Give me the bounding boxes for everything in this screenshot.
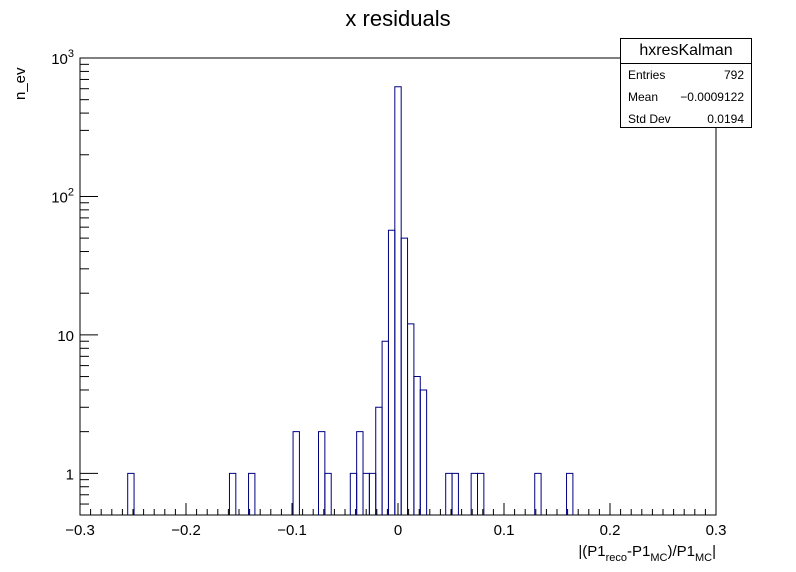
histogram-bin [534, 472, 542, 515]
histogram-bin [407, 323, 415, 515]
histogram-bin [324, 472, 332, 515]
histogram-bin [362, 472, 370, 515]
stats-title: hxresKalman [621, 39, 751, 64]
stats-label: Entries [628, 68, 666, 82]
y-tick-label: 102 [51, 186, 74, 206]
histogram-bin [400, 237, 409, 515]
x-axis-label: |(P1reco-P1MC)/P1MC| [578, 543, 716, 564]
stats-label: Mean [628, 90, 659, 104]
stats-row-stddev: Std Dev 0.0194 [621, 108, 751, 130]
histogram-bin [394, 86, 402, 515]
histogram-bin [356, 431, 364, 515]
histogram-bin [349, 472, 358, 515]
histogram-bin [127, 472, 135, 515]
histogram-bin [292, 431, 300, 515]
y-tick-label: 103 [51, 48, 74, 68]
histogram-bin [381, 340, 389, 515]
histogram-bin [228, 472, 237, 515]
stats-value: −0.0009122 [680, 90, 744, 104]
histogram-bin [318, 431, 326, 515]
stats-row-entries: Entries 792 [621, 64, 751, 86]
histogram-bin [477, 472, 485, 515]
histogram-bin [445, 472, 453, 515]
stats-label: Std Dev [628, 112, 671, 126]
stats-row-mean: Mean −0.0009122 [621, 86, 751, 108]
histogram-bin [566, 472, 574, 515]
histogram-bin [451, 472, 459, 515]
stats-value: 0.0194 [707, 112, 744, 126]
y-tick-label: 10 [57, 328, 74, 345]
histogram-bin [387, 229, 396, 515]
histogram-bin [419, 389, 428, 515]
x-tick-label: −0.1 [277, 522, 307, 539]
stats-value: 792 [723, 68, 744, 82]
histogram-bin [375, 406, 383, 515]
histogram-bin [470, 472, 478, 515]
x-tick-label: −0.2 [171, 522, 201, 539]
x-tick-label: −0.3 [65, 522, 95, 539]
histogram-bin [248, 472, 256, 515]
x-tick-label: 0.1 [494, 522, 515, 539]
histogram-bin [413, 376, 421, 515]
stats-box: hxresKalman Entries 792 Mean −0.0009122 … [620, 38, 752, 128]
x-tick-label: 0.2 [600, 522, 621, 539]
histogram-bin [368, 472, 377, 515]
chart-title: x residuals [345, 6, 451, 31]
y-tick-label: 1 [66, 466, 74, 483]
x-tick-label: 0.3 [706, 522, 727, 539]
x-tick-label: 0 [394, 522, 402, 539]
